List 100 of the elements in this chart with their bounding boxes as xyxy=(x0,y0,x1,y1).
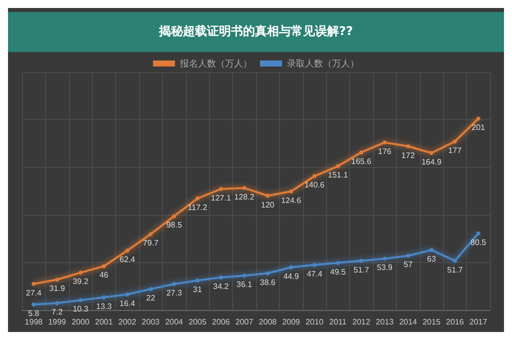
point xyxy=(148,287,153,292)
point xyxy=(289,189,294,194)
point xyxy=(172,214,176,218)
x-tick-label: 2002 xyxy=(118,318,137,326)
x-tick-label: 2014 xyxy=(399,318,418,326)
data-label: 39.2 xyxy=(72,277,89,286)
point xyxy=(452,139,457,144)
point xyxy=(32,282,36,286)
x-tick-label: 1999 xyxy=(48,318,67,326)
data-label: 127.1 xyxy=(210,194,232,202)
data-label: 31 xyxy=(193,284,202,294)
data-label: 177 xyxy=(448,146,462,155)
data-label: 117.2 xyxy=(188,202,208,212)
data-label: 172 xyxy=(401,150,416,160)
data-label: 79.7 xyxy=(142,238,160,248)
point xyxy=(102,295,106,300)
x-tick-label: 2008 xyxy=(258,318,278,326)
data-label: 128.2 xyxy=(234,192,255,202)
data-label: 151.1 xyxy=(328,170,348,180)
point xyxy=(55,301,60,306)
data-label: 49.5 xyxy=(330,267,346,276)
point xyxy=(382,256,387,261)
x-tick-label: 2017 xyxy=(469,318,488,326)
x-tick-label: 2013 xyxy=(376,318,394,326)
data-label: 57 xyxy=(404,260,414,270)
point xyxy=(406,144,410,148)
x-tick-label: 1998 xyxy=(24,318,44,326)
data-label: 63 xyxy=(427,254,436,264)
chart-title: 揭秘超载证明书的真相与常见误解?? xyxy=(158,24,353,38)
data-label: 201 xyxy=(472,123,486,132)
point xyxy=(266,271,270,276)
point xyxy=(336,260,340,265)
data-label: 36.1 xyxy=(236,280,253,290)
data-label: 140.6 xyxy=(304,180,326,190)
point xyxy=(382,140,387,144)
x-tick-label: 2007 xyxy=(235,318,254,326)
point xyxy=(218,187,223,191)
data-label: 7.2 xyxy=(52,308,64,317)
data-label: 44.9 xyxy=(283,272,300,281)
point xyxy=(452,258,457,263)
x-tick-label: 2005 xyxy=(188,318,207,326)
point xyxy=(55,278,60,282)
point xyxy=(32,302,36,306)
x-tick-label: 2012 xyxy=(352,318,371,326)
data-label: 5.8 xyxy=(28,308,40,318)
data-label: 80.5 xyxy=(470,238,487,247)
x-tick-label: 2001 xyxy=(95,318,114,326)
data-label: 98.5 xyxy=(166,220,182,230)
point xyxy=(218,275,223,280)
x-tick-label: 2003 xyxy=(142,318,160,326)
x-tick-label: 2006 xyxy=(212,318,230,326)
data-label: 120 xyxy=(261,200,275,210)
point xyxy=(476,116,480,121)
x-tick-label: 2009 xyxy=(282,318,301,326)
point xyxy=(78,298,82,302)
point xyxy=(78,270,82,275)
data-label: 16.4 xyxy=(120,298,136,308)
legend-label: 报名人数（万人） xyxy=(179,58,252,68)
data-label: 46 xyxy=(99,270,109,280)
x-tick-label: 2000 xyxy=(72,318,90,326)
data-label: 51.7 xyxy=(354,265,370,274)
point xyxy=(406,254,410,258)
point xyxy=(359,258,364,263)
x-tick-label: 2016 xyxy=(446,318,464,326)
point xyxy=(242,274,246,278)
data-label: 22 xyxy=(146,294,156,303)
point xyxy=(125,292,130,296)
data-label: 27.4 xyxy=(26,288,42,298)
data-label: 27.3 xyxy=(166,288,182,298)
point xyxy=(430,248,434,252)
data-label: 51.7 xyxy=(447,265,464,274)
data-label: 34.2 xyxy=(213,282,230,291)
point xyxy=(336,164,340,168)
point xyxy=(289,265,294,270)
point xyxy=(312,174,316,178)
data-label: 47.4 xyxy=(306,269,323,278)
x-tick-label: 2015 xyxy=(422,318,441,326)
point xyxy=(125,248,130,253)
x-tick-label: 2011 xyxy=(329,318,348,326)
point xyxy=(312,262,316,267)
point xyxy=(196,196,200,200)
point xyxy=(196,278,200,282)
legend-label: 录取人数（万人） xyxy=(287,58,359,68)
data-label: 176 xyxy=(378,146,392,156)
point xyxy=(266,194,270,198)
data-label: 38.6 xyxy=(260,278,276,287)
data-label: 62.4 xyxy=(120,255,136,264)
data-label: 13.3 xyxy=(96,302,112,311)
data-label: 165.6 xyxy=(351,156,372,166)
point xyxy=(148,232,153,236)
point xyxy=(359,150,364,154)
point xyxy=(172,282,176,286)
point xyxy=(242,186,246,190)
data-label: 124.6 xyxy=(281,196,302,205)
data-label: 53.9 xyxy=(376,263,394,272)
data-label: 31.9 xyxy=(49,284,66,294)
point xyxy=(102,264,106,268)
data-label: 164.9 xyxy=(421,158,442,167)
point xyxy=(430,151,434,156)
data-label: 10.3 xyxy=(72,304,89,314)
